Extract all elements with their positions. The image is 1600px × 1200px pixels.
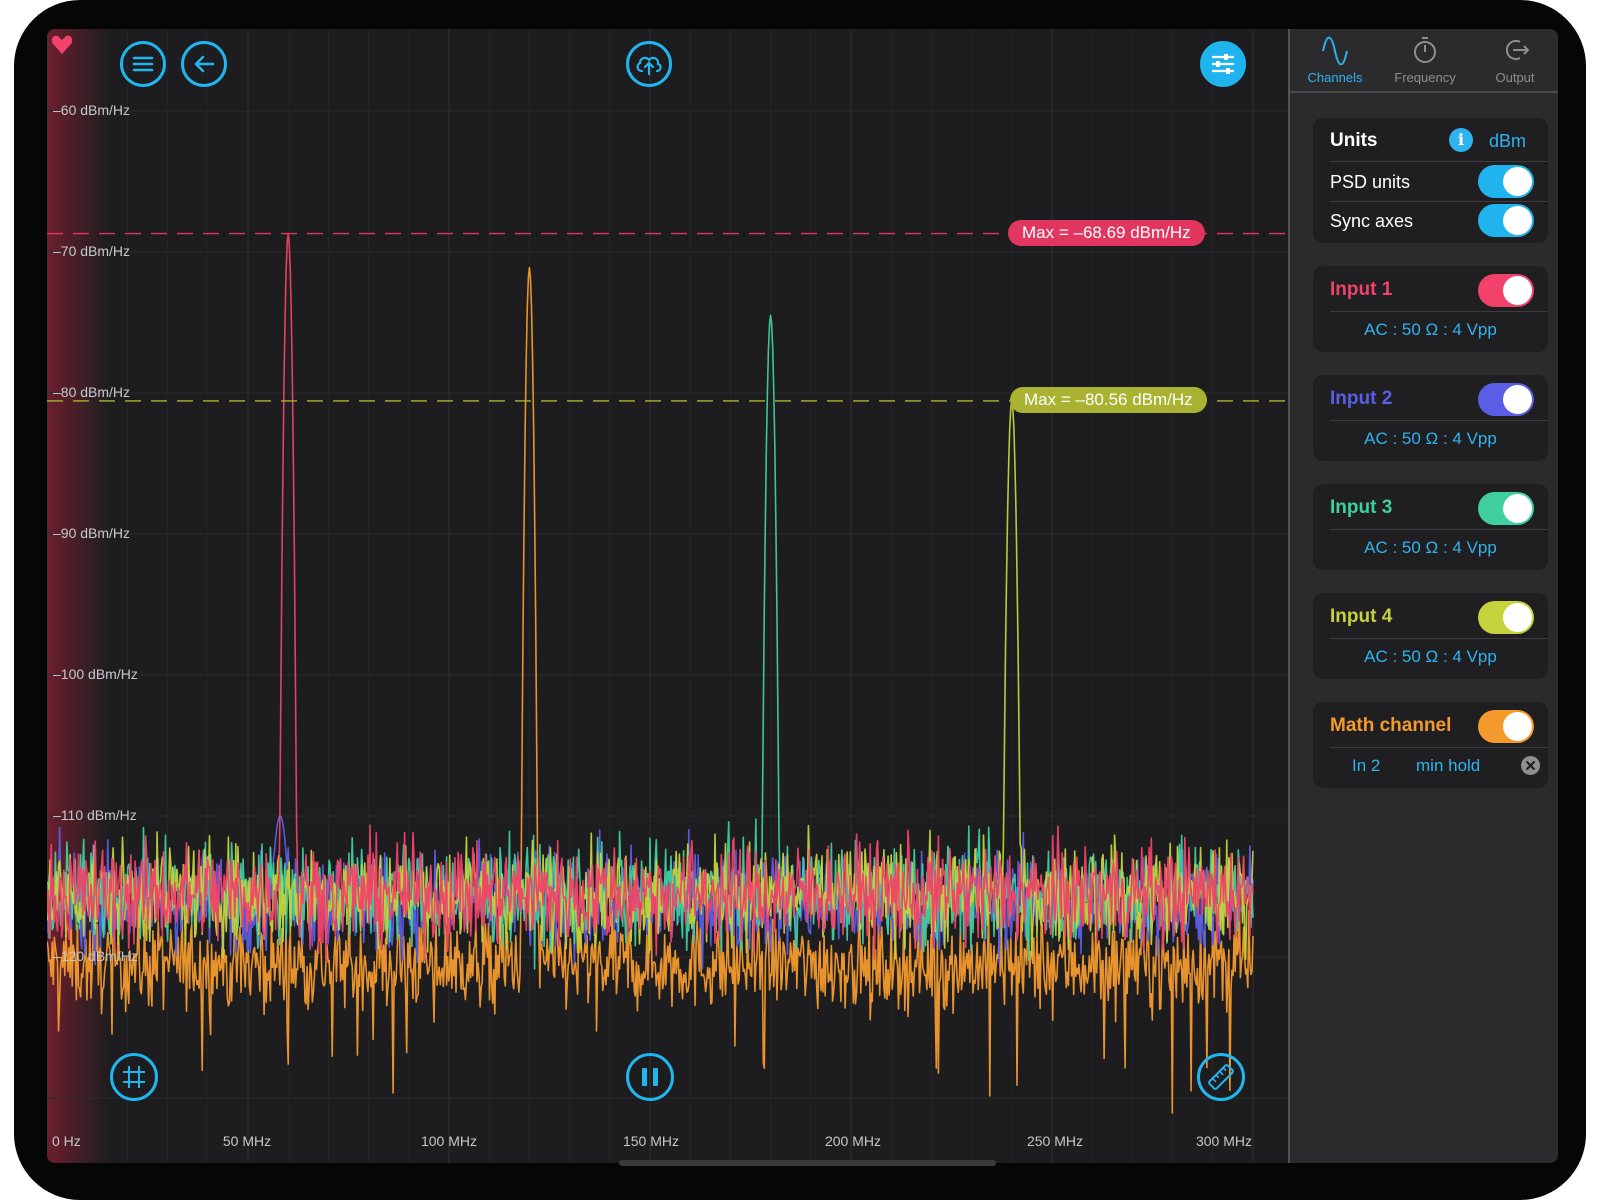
y-tick-label: –100 dBm/Hz [53,666,138,682]
trigger-heart-icon [51,35,73,54]
tab-channels[interactable]: Channels [1290,29,1380,91]
input3-card: Input 3 AC : 50 Ω : 4 Vpp [1313,484,1548,570]
toggle-knob [1503,167,1532,196]
x-tick-label: 250 MHz [1026,1133,1084,1149]
input1-title: Input 1 [1330,279,1393,300]
math-channel-title: Math channel [1330,715,1452,736]
input3-title: Input 3 [1330,497,1393,518]
tab-frequency[interactable]: Frequency [1380,29,1470,91]
sync-axes-toggle[interactable] [1478,204,1534,237]
tab-label: Frequency [1394,70,1456,85]
input1-settings[interactable]: AC : 50 Ω : 4 Vpp [1364,320,1497,339]
math-channel-toggle[interactable] [1478,710,1534,743]
toggle-knob [1503,276,1532,305]
y-tick-label: –120 dBm/Hz [53,948,138,964]
divider [1330,638,1548,639]
max-marker-input1[interactable]: Max = –68.69 dBm/Hz [1008,220,1205,246]
sync-axes-label: Sync axes [1330,211,1414,231]
spectrum-chart [47,29,1288,1163]
cloud-upload-icon [636,56,662,76]
back-button[interactable] [181,41,227,87]
y-tick-label: –70 dBm/Hz [53,243,131,259]
y-tick-label: –60 dBm/Hz [53,102,131,118]
settings-panel: Channels Frequency Output [1288,29,1558,1163]
x-tick-label: 200 MHz [824,1133,882,1149]
edge-glow [47,29,109,1163]
input1-toggle[interactable] [1478,274,1534,307]
y-tick-label: –80 dBm/Hz [53,384,131,400]
units-title: Units [1330,130,1378,151]
math-channel-card: Math channel In 2 min hold [1313,702,1548,788]
grid-button[interactable] [110,1053,158,1101]
info-icon[interactable]: i [1449,128,1473,152]
input2-settings[interactable]: AC : 50 Ω : 4 Vpp [1364,429,1497,448]
input2-toggle[interactable] [1478,383,1534,416]
psd-units-label: PSD units [1330,172,1411,192]
pause-icon [642,1068,658,1086]
home-indicator [619,1160,996,1166]
psd-units-toggle[interactable] [1478,165,1534,198]
tab-label: Channels [1307,70,1363,85]
x-tick-label: 0 Hz [52,1133,81,1149]
menu-button[interactable] [120,41,166,87]
y-tick-label: –110 dBm/Hz [53,807,137,823]
x-tick-label: 100 MHz [420,1133,478,1149]
ruler-icon [1208,1064,1234,1090]
spectrum-plot[interactable]: –60 dBm/Hz –70 dBm/Hz –80 dBm/Hz –90 dBm… [47,29,1288,1163]
divider [1330,311,1548,312]
grid-icon [123,1066,145,1088]
stopwatch-icon [1414,37,1436,63]
tab-output[interactable]: Output [1470,29,1558,91]
y-tick-label: –90 dBm/Hz [53,525,131,541]
tab-label: Output [1495,70,1535,85]
panel-tabs: Channels Frequency Output [1290,29,1558,93]
hamburger-menu-icon [132,56,154,72]
toggle-knob [1503,494,1532,523]
input4-toggle[interactable] [1478,601,1534,634]
math-source[interactable]: In 2 [1352,756,1381,775]
input2-card: Input 2 AC : 50 Ω : 4 Vpp [1313,375,1548,461]
units-value[interactable]: dBm [1488,131,1526,151]
divider [1330,747,1548,748]
exit-icon [1505,40,1530,60]
toggle-knob [1503,385,1532,414]
input3-toggle[interactable] [1478,492,1534,525]
upload-button[interactable] [626,41,672,87]
sine-wave-icon [1322,36,1348,65]
toggle-knob [1503,206,1532,235]
arrow-left-icon [194,55,215,73]
clear-circle-icon[interactable] [1520,755,1541,776]
x-tick-label: 150 MHz [622,1133,680,1149]
x-tick-label: 50 MHz [222,1133,272,1149]
input1-card: Input 1 AC : 50 Ω : 4 Vpp [1313,266,1548,352]
toggle-knob [1503,603,1532,632]
settings-button[interactable] [1200,41,1246,87]
input4-title: Input 4 [1330,606,1393,627]
ruler-button[interactable] [1197,1053,1245,1101]
units-card: Units i dBm PSD units Sync axes [1313,118,1548,243]
trace-input-1 [47,232,1254,962]
divider [1330,161,1548,162]
input3-settings[interactable]: AC : 50 Ω : 4 Vpp [1364,538,1497,557]
toggle-knob [1503,712,1532,741]
divider [1330,420,1548,421]
sliders-icon [1212,54,1234,74]
max-marker-input4[interactable]: Max = –80.56 dBm/Hz [1010,387,1207,413]
math-mode[interactable]: min hold [1416,756,1481,775]
divider [1330,529,1548,530]
input4-settings[interactable]: AC : 50 Ω : 4 Vpp [1364,647,1497,666]
pause-button[interactable] [626,1053,674,1101]
trace-math-channel [47,266,1254,1114]
divider [1330,201,1548,202]
app-screen: –60 dBm/Hz –70 dBm/Hz –80 dBm/Hz –90 dBm… [47,29,1558,1163]
x-tick-label: 300 MHz [1195,1133,1252,1149]
input4-card: Input 4 AC : 50 Ω : 4 Vpp [1313,593,1548,679]
input2-title: Input 2 [1330,388,1393,409]
